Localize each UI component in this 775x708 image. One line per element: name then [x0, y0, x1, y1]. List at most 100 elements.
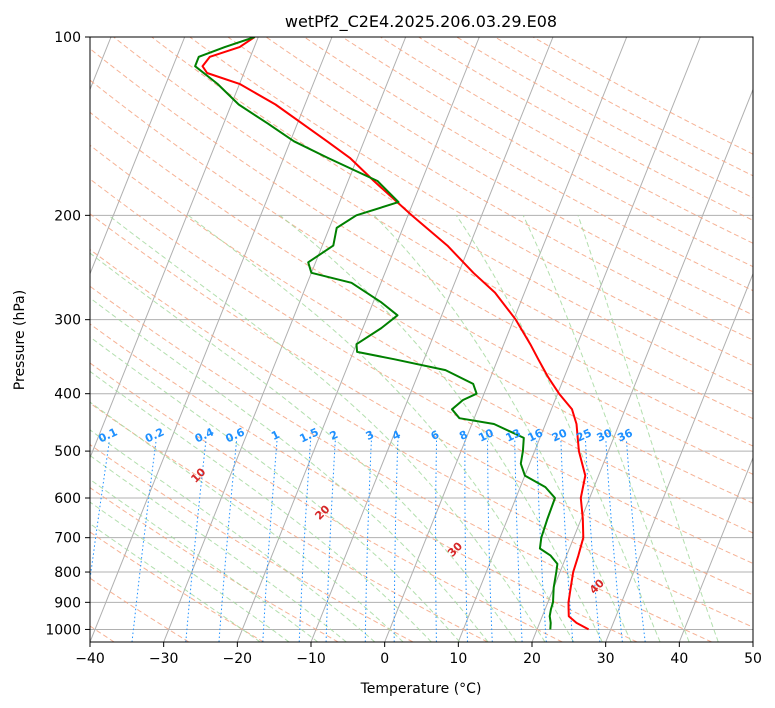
mixing-ratio-line	[626, 440, 646, 642]
x-axis-label: Temperature (°C)	[360, 681, 482, 697]
dry-adiabat	[90, 79, 753, 475]
moist-adiabat	[90, 297, 489, 642]
mixing-ratio-label: 4	[390, 428, 403, 443]
dewpoint-profile	[194, 37, 559, 630]
mixing-ratio-label: 3	[364, 428, 376, 443]
mixing-ratio-line	[605, 440, 623, 642]
dry-adiabat	[113, 37, 753, 420]
mixing-ratio-label: 1	[269, 428, 281, 443]
isotherm--30	[163, 37, 407, 642]
y-tick-label: 900	[54, 595, 81, 611]
mixing-ratio-line	[262, 440, 278, 642]
mixing-ratio-label: 30	[595, 426, 615, 444]
isotherm--60	[90, 37, 186, 276]
mixing-ratio-label: 6	[429, 428, 442, 443]
mixing-ratio-line	[464, 440, 468, 642]
x-tick-label: 40	[670, 651, 688, 667]
dry-adiabat-label: 30	[445, 539, 465, 559]
isotherm--20	[236, 37, 480, 642]
x-tick-label: −40	[75, 651, 105, 667]
chart-title: wetPf2_C2E4.2025.206.03.29.E08	[285, 12, 557, 32]
dry-adiabat	[303, 37, 753, 292]
background-lines	[90, 37, 753, 642]
dry-adiabat	[90, 444, 414, 642]
x-tick-label: −10	[296, 651, 326, 667]
dry-adiabat-label: 10	[188, 465, 208, 485]
y-tick-label: 300	[54, 313, 81, 329]
temperature-profile	[201, 37, 590, 631]
y-tick-label: 600	[54, 491, 81, 507]
plot-frame	[89, 36, 754, 643]
x-tick-label: −20	[223, 651, 253, 667]
isotherm-0	[384, 37, 628, 642]
mixing-ratio-label: 0.2	[143, 425, 166, 445]
isotherm-20	[531, 88, 753, 642]
moist-adiabat	[90, 252, 517, 642]
dry-adiabat-label: 40	[587, 576, 607, 596]
mixing-ratio-line	[298, 440, 312, 642]
y-axis-label: Pressure (hPa)	[12, 290, 28, 390]
mixing-ratio-line	[131, 440, 157, 642]
dry-adiabat	[90, 577, 190, 642]
isotherm-10	[457, 37, 701, 642]
moist-adiabat	[577, 215, 719, 642]
dry-adiabat-label: 20	[312, 502, 332, 522]
dry-adiabat	[494, 37, 753, 177]
moist-adiabat	[90, 429, 376, 642]
x-tick-label: 50	[744, 651, 762, 667]
dry-adiabat	[90, 531, 264, 642]
x-tick-label: 30	[597, 651, 615, 667]
moist-adiabat	[373, 214, 632, 642]
dry-adiabat	[227, 37, 753, 341]
mixing-ratio-line	[325, 440, 336, 642]
axes: −40 −30 −20 −10 0 10 20 30 40 5010020030040050060…	[45, 30, 762, 667]
mixing-ratio-line	[560, 440, 574, 642]
mixing-ratio-line	[393, 440, 399, 642]
dry-adiabat	[456, 37, 753, 199]
dry-adiabat	[90, 362, 563, 642]
moist-adiabat	[90, 401, 404, 642]
dry-adiabat	[532, 37, 753, 155]
moist-adiabat	[90, 454, 347, 642]
mixing-ratio-label: 0.4	[193, 425, 216, 445]
mixing-ratio-line	[487, 440, 493, 642]
mixing-ratio-line	[585, 440, 601, 642]
isotherm-50	[752, 640, 753, 642]
mixing-ratio-label: 36	[615, 426, 635, 444]
moist-adiabat	[108, 214, 546, 642]
isotherm--40	[90, 37, 333, 642]
y-tick-label: 800	[54, 565, 81, 581]
mixing-ratio-line	[185, 440, 207, 642]
dry-adiabat	[90, 178, 753, 564]
dry-adiabat	[90, 111, 753, 504]
mixing-ratio-line	[435, 440, 437, 642]
mixing-ratio-line	[364, 440, 372, 642]
mixing-ratio-label: 16	[526, 426, 546, 444]
dry-adiabat	[90, 323, 638, 642]
x-tick-label: −30	[149, 651, 179, 667]
mixing-ratio-line	[218, 440, 238, 642]
x-tick-label: 10	[449, 651, 467, 667]
dry-adiabat	[265, 37, 753, 316]
dry-adiabat	[90, 402, 488, 642]
data-series	[194, 37, 590, 631]
y-tick-label: 500	[54, 444, 81, 460]
dry-adiabat	[151, 37, 753, 393]
dry-adiabat	[90, 285, 712, 642]
dry-adiabat	[90, 248, 753, 628]
mixing-ratio-line	[90, 440, 110, 584]
dry-adiabat	[90, 48, 753, 447]
mixing-ratio-label: 25	[574, 426, 593, 444]
mixing-ratio-label: 0.1	[96, 425, 119, 445]
x-tick-label: 20	[523, 651, 541, 667]
dry-adiabat	[189, 37, 753, 367]
y-tick-label: 100	[54, 30, 81, 46]
moist-adiabat	[90, 336, 461, 642]
moist-adiabat	[90, 523, 261, 642]
mixing-ratio-label: 20	[550, 426, 570, 444]
y-tick-label: 400	[54, 387, 81, 403]
mixing-ratio-label: 10	[476, 426, 496, 444]
mixing-ratio-label: 2	[328, 428, 340, 443]
isotherm-40	[678, 456, 753, 642]
